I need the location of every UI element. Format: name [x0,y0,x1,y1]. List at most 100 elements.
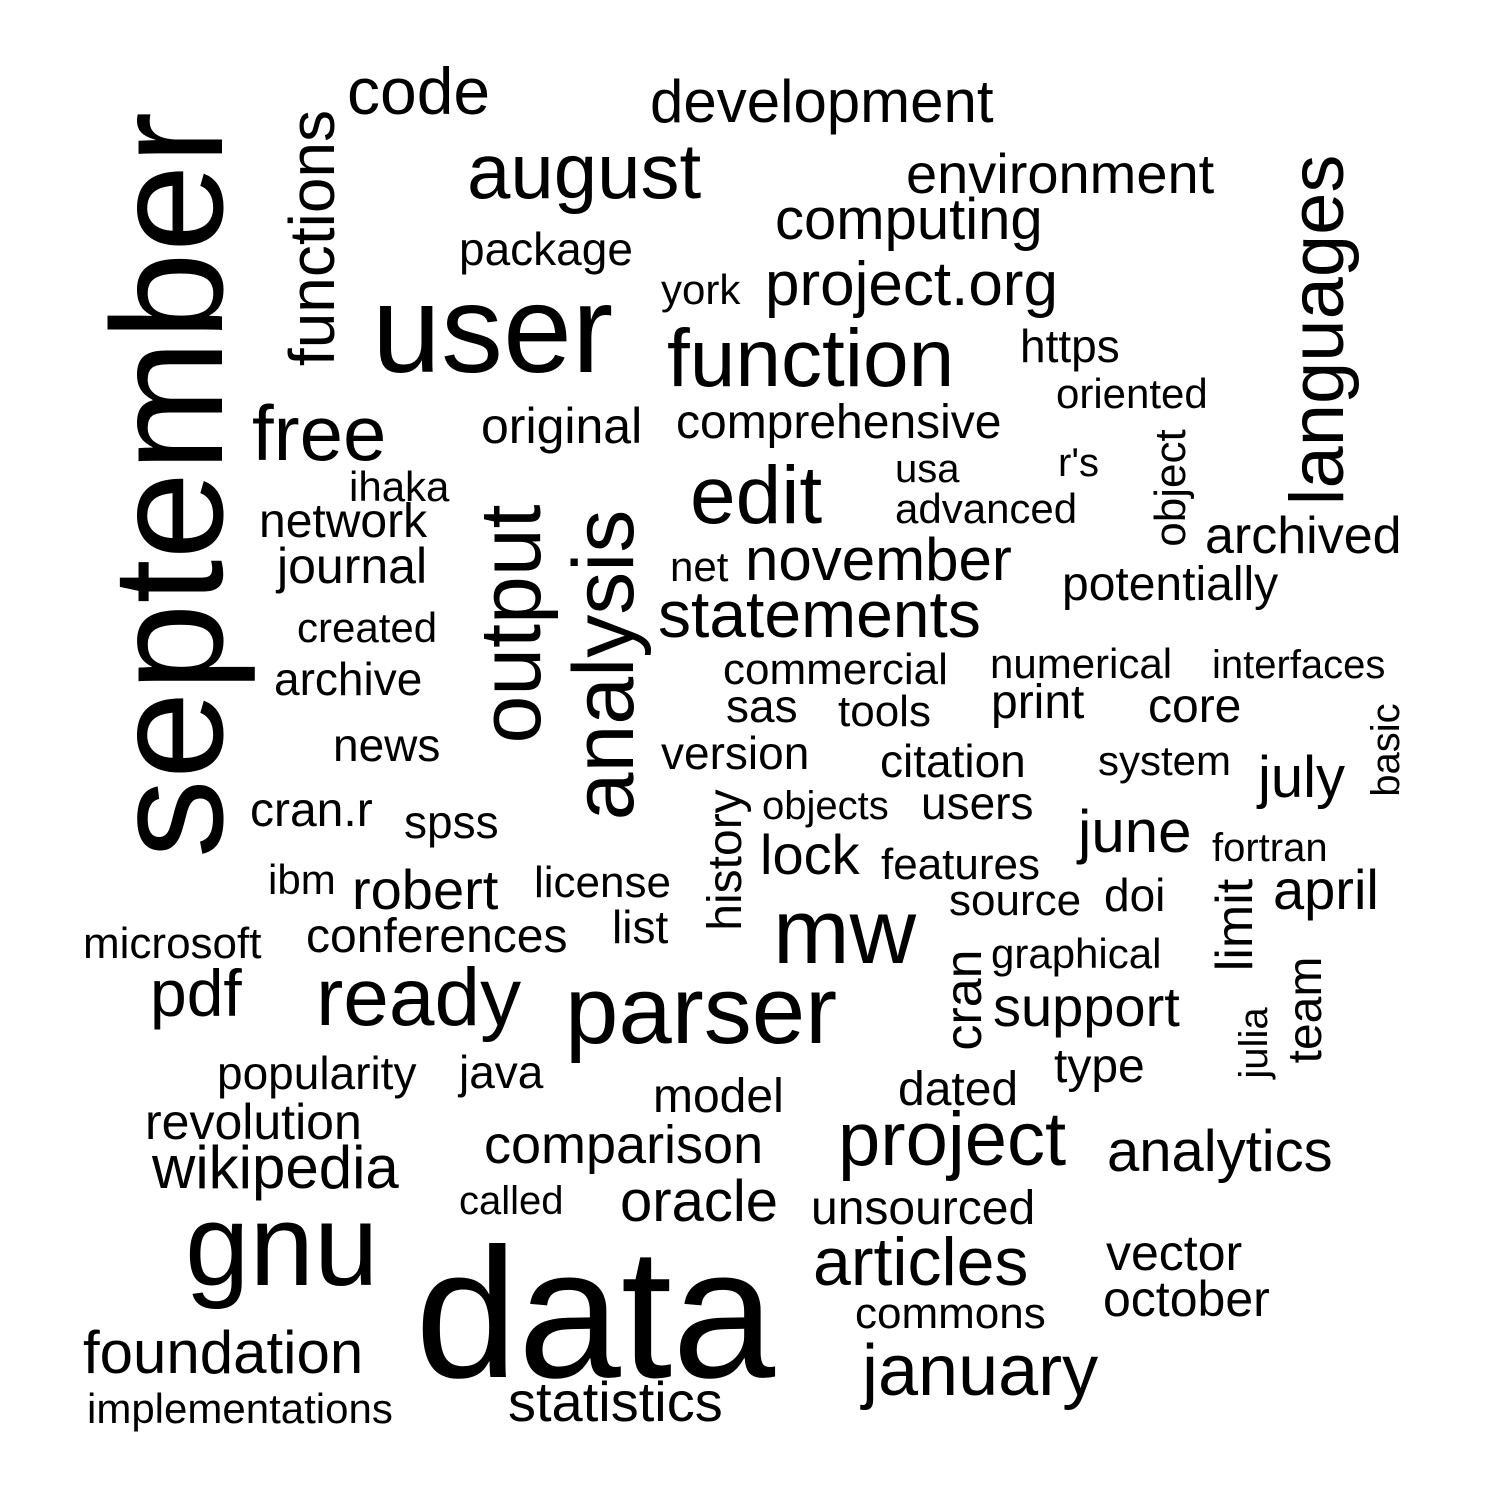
word-vector: vector [1106,1225,1243,1281]
word-analytics: analytics [1107,1119,1333,1184]
word-commons: commons [855,1289,1046,1338]
word-function: function [667,313,955,404]
word-analysis: analysis [556,509,652,821]
word-objects: objects [762,784,889,828]
word-history: history [699,789,752,931]
word-october: october [1103,1271,1270,1327]
word-ihaka: ihaka [349,463,450,510]
word-rs: r's [1058,441,1099,485]
word-august: august [467,127,702,215]
word-citation: citation [880,735,1026,787]
word-network: network [259,495,428,548]
word-computing: computing [775,187,1043,252]
word-unsourced: unsourced [811,1182,1036,1235]
word-news: news [333,719,441,771]
word-doi: doi [1104,869,1166,921]
word-team: team [1279,956,1332,1064]
word-comprehensive: comprehensive [676,396,1002,449]
word-edit: edit [690,450,823,541]
word-dated: dated [898,1063,1019,1116]
word-oracle: oracle [620,1169,778,1234]
word-september: september [80,111,256,859]
word-parser: parser [565,957,838,1064]
word-environment: environment [906,142,1215,205]
word-license: license [534,858,671,907]
word-lock: lock [760,823,860,886]
word-revolution: revolution [145,1094,362,1150]
word-june: june [1078,798,1192,865]
word-articles: articles [813,1224,1029,1300]
word-july: july [1258,745,1346,810]
word-interfaces: interfaces [1212,643,1386,687]
word-graphical: graphical [991,930,1162,977]
word-core: core [1148,680,1242,733]
word-april: april [1273,858,1379,921]
word-january: january [862,1331,1099,1411]
word-print: print [991,676,1085,729]
word-pdf: pdf [150,956,242,1030]
word-source: source [949,876,1082,925]
word-user: user [372,261,614,399]
word-project: project [838,1097,1067,1182]
word-model: model [653,1070,784,1123]
word-foundation: foundation [83,1319,364,1386]
word-usa: usa [895,447,960,491]
word-cran-r: cran.r [250,784,373,837]
word-net: net [670,543,729,590]
word-cran: cran [935,949,993,1051]
word-output: output [463,504,559,744]
word-java: java [459,1046,544,1098]
word-implementations: implementations [87,1385,393,1432]
word-functions: functions [276,109,348,367]
word-package: package [459,223,633,275]
word-popularity: popularity [217,1047,417,1099]
word-created: created [297,604,438,651]
word-sas: sas [726,680,798,732]
word-robert: robert [352,858,499,921]
word-original: original [481,398,643,454]
word-mw: mw [773,881,917,983]
word-data: data [415,1211,776,1417]
word-conferences: conferences [306,910,568,963]
word-gnu: gnu [185,1180,379,1310]
word-project-org: project.org [765,250,1058,319]
word-advanced: advanced [895,485,1078,532]
word-microsoft: microsoft [83,919,262,968]
word-archived: archived [1205,507,1402,565]
word-journal: journal [277,538,428,594]
word-wikipedia: wikipedia [152,1134,399,1201]
word-object: object [1146,429,1195,547]
word-spss: spss [404,796,499,848]
word-limit: limit [1206,878,1264,972]
word-julia: julia [1232,1007,1276,1079]
word-list: list [612,901,669,953]
word-november: november [745,526,1012,593]
word-type: type [1054,1040,1145,1093]
word-ready: ready [316,952,522,1043]
word-oriented: oriented [1056,370,1208,417]
word-commercial: commercial [723,645,948,694]
word-free: free [252,389,387,477]
word-code: code [347,54,491,128]
word-features: features [881,840,1040,889]
word-archive: archive [274,653,423,705]
word-https: https [1020,320,1120,372]
word-version: version [661,727,810,779]
word-ibm: ibm [268,856,336,903]
word-basic: basic [1364,703,1408,797]
word-system: system [1098,737,1232,784]
word-development: development [650,68,994,135]
word-users: users [921,777,1034,829]
word-potentially: potentially [1062,558,1279,611]
word-statistics: statistics [508,1370,723,1433]
word-numerical: numerical [990,640,1173,687]
word-fortran: fortran [1212,826,1328,870]
word-called: called [459,1179,564,1223]
word-comparison: comparison [484,1115,764,1175]
word-york: york [661,266,741,313]
word-statements: statements [658,577,981,651]
word-support: support [993,975,1180,1038]
word-languages: languages [1275,154,1360,506]
word-tools: tools [838,687,931,736]
